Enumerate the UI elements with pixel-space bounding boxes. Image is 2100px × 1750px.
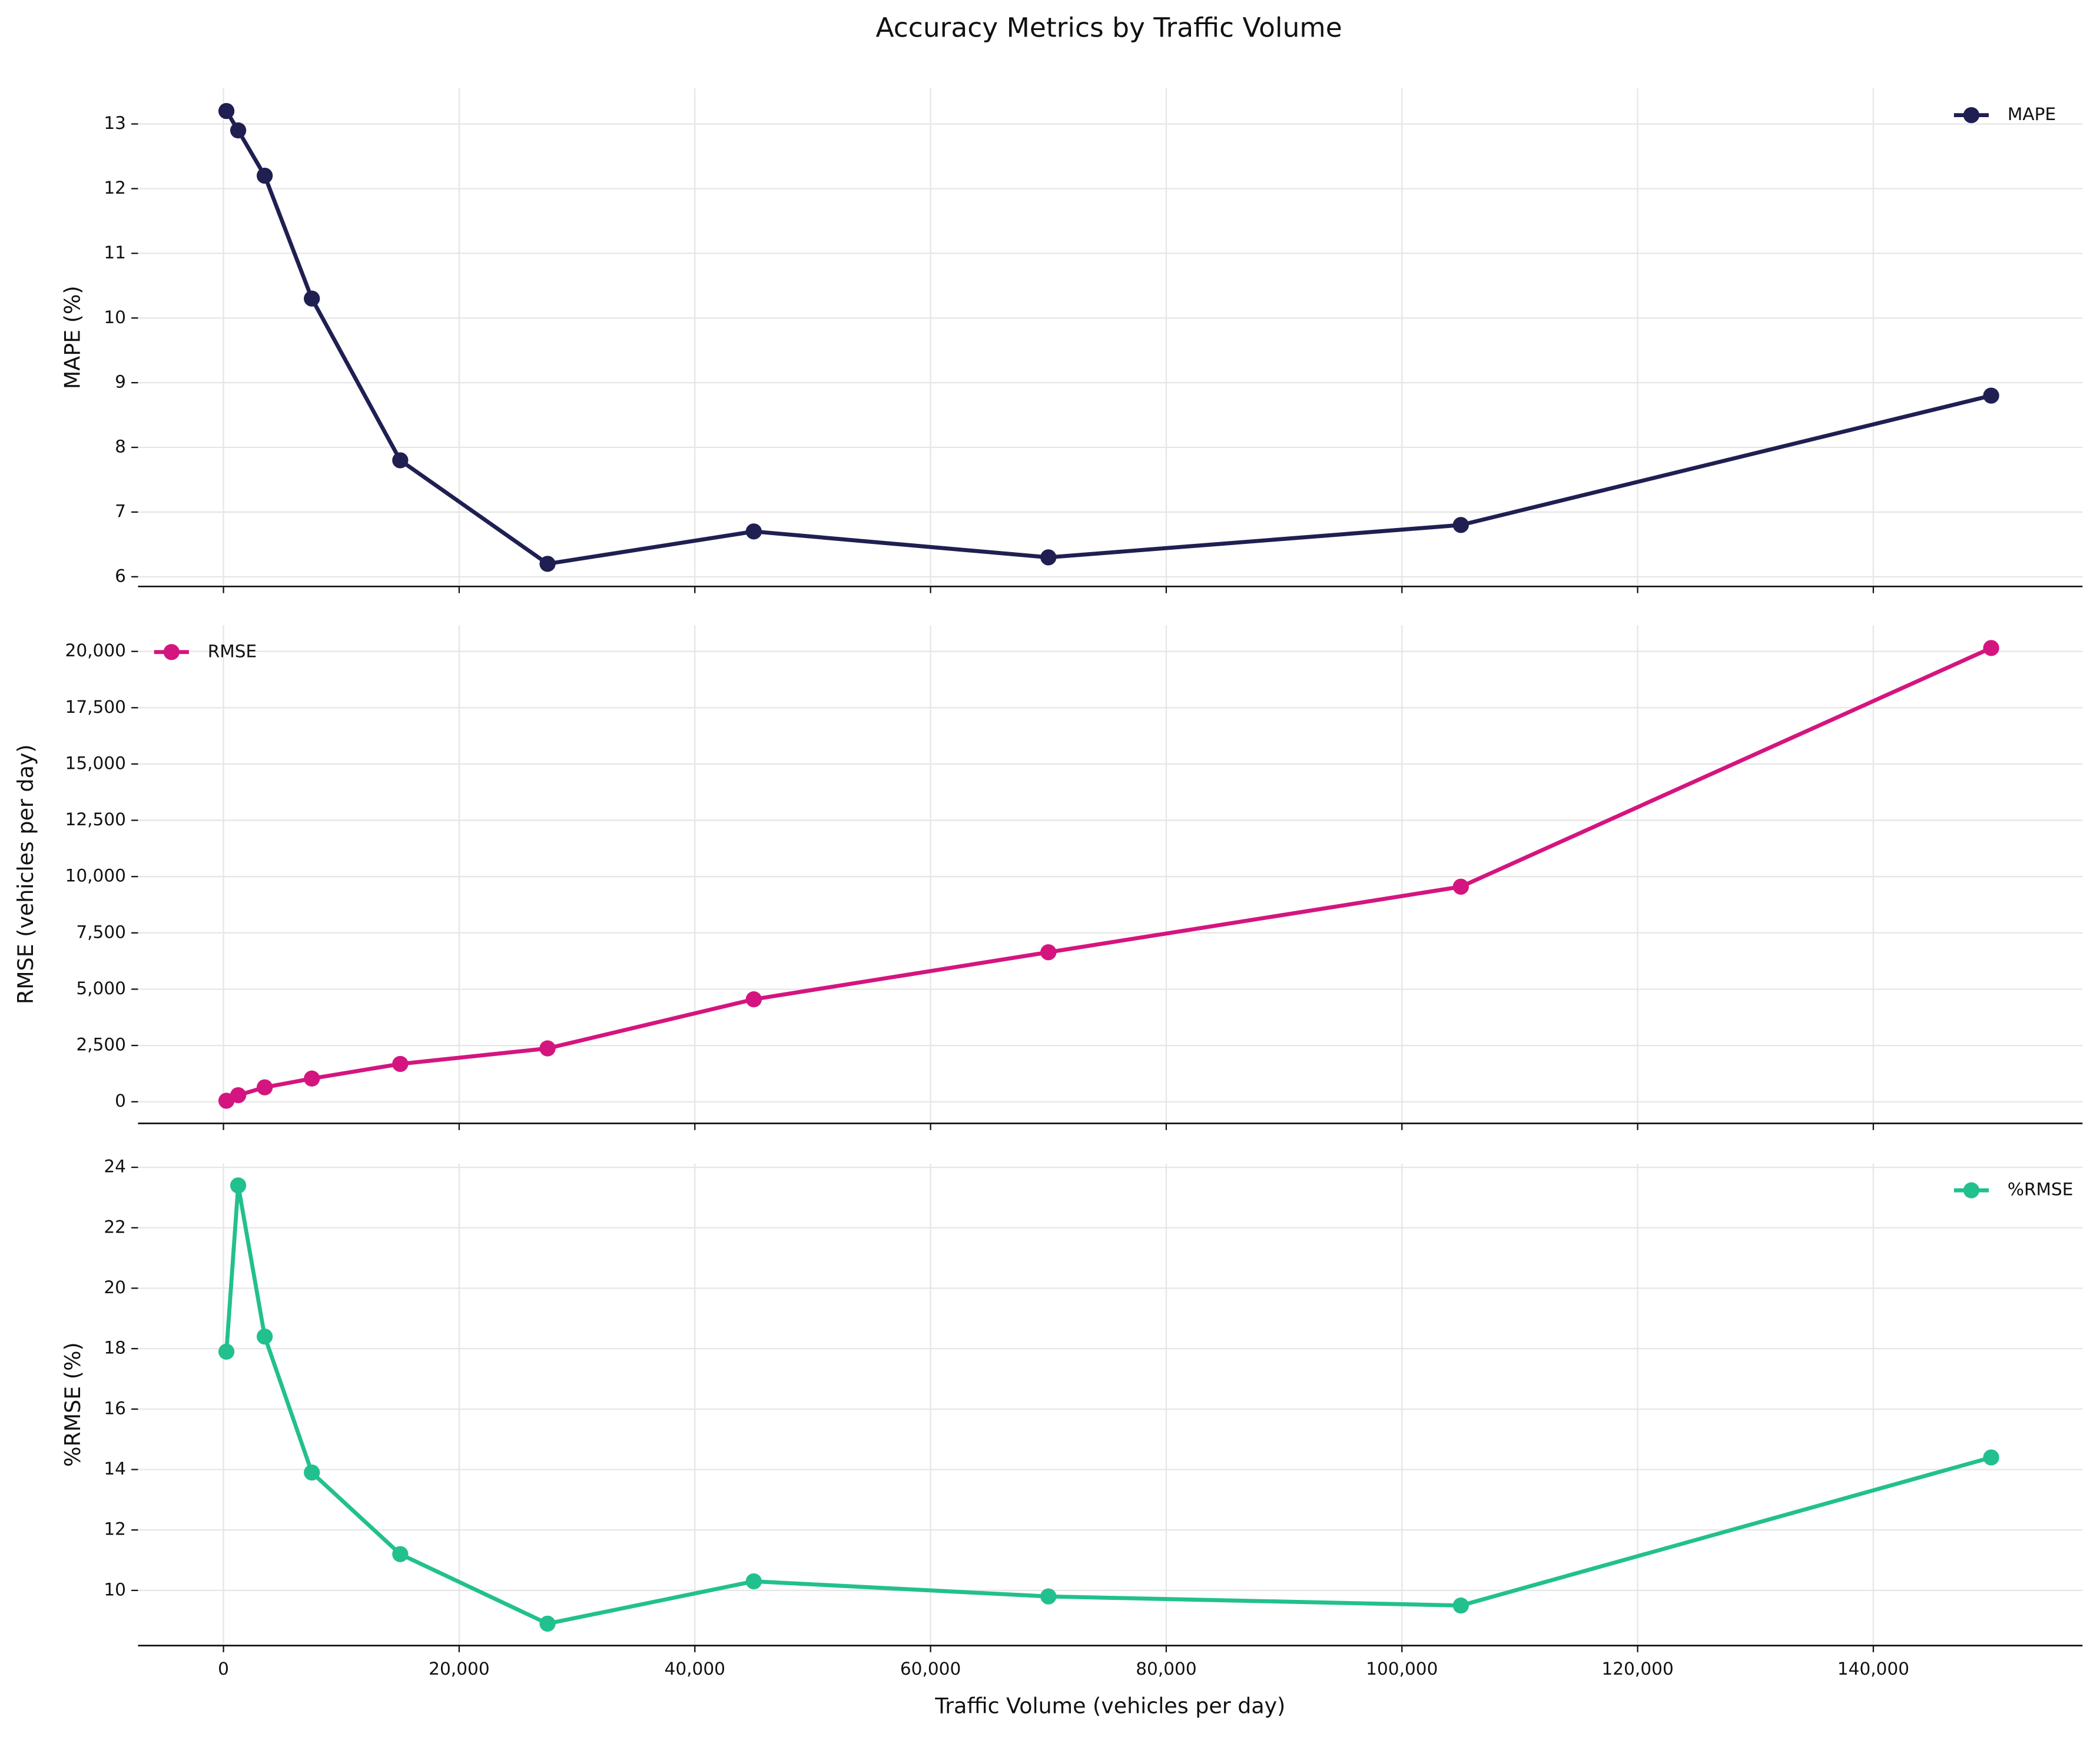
- y-tick-label: 12: [104, 178, 126, 198]
- y-tick-label: 10: [104, 1579, 126, 1599]
- line: [224, 109, 1992, 566]
- legend-label: RMSE: [208, 641, 257, 661]
- x-tick-label: 40,000: [665, 1659, 725, 1679]
- x-tick-label: 140,000: [1837, 1659, 1909, 1679]
- chart-title: Accuracy Metrics by Traffic Volume: [875, 12, 1342, 44]
- y-axis-label: RMSE (vehicles per day): [13, 745, 38, 1005]
- marker: [304, 290, 320, 307]
- y-tick-label: 12: [104, 1519, 126, 1539]
- x-tick-label: 100,000: [1366, 1659, 1438, 1679]
- x-tick-label: 120,000: [1602, 1659, 1674, 1679]
- y-tick-label: 18: [104, 1338, 126, 1358]
- marker: [1452, 517, 1469, 533]
- marker: [1983, 640, 1999, 656]
- y-tick-label: 13: [104, 113, 126, 133]
- marker: [1040, 549, 1057, 566]
- x-tick-label: 60,000: [900, 1659, 961, 1679]
- marker: [1983, 1449, 1999, 1466]
- y-tick-label: 7,500: [76, 922, 126, 942]
- line: [225, 646, 1992, 1103]
- y-tick-label: 24: [104, 1157, 126, 1177]
- marker: [304, 1070, 320, 1087]
- y-tick-label: 7: [115, 501, 126, 521]
- marker: [1452, 1597, 1469, 1614]
- marker: [392, 1546, 409, 1562]
- line: [224, 1185, 1992, 1626]
- marker: [256, 1328, 273, 1345]
- marker: [218, 102, 235, 119]
- y-tick-label: 11: [104, 243, 126, 263]
- marker: [230, 1177, 247, 1194]
- marker: [218, 1343, 235, 1360]
- x-tick-label: 20,000: [429, 1659, 489, 1679]
- y-axis-label: MAPE (%): [60, 285, 85, 389]
- y-tick-label: 0: [115, 1091, 126, 1111]
- marker: [1983, 387, 1999, 404]
- legend-marker: [163, 644, 180, 660]
- x-axis-label: Traffic Volume (vehicles per day): [934, 1693, 1285, 1719]
- y-tick-label: 20,000: [65, 640, 126, 660]
- y-axis-label: %RMSE (%): [60, 1342, 85, 1467]
- marker: [745, 1573, 762, 1590]
- y-tick-label: 8: [115, 437, 126, 457]
- y-tick-label: 6: [115, 566, 126, 586]
- marker: [392, 1055, 409, 1072]
- y-tick-label: 9: [115, 372, 126, 392]
- x-tick-label: 80,000: [1136, 1659, 1196, 1679]
- marker: [745, 991, 762, 1008]
- x-tick-label: 0: [218, 1659, 229, 1679]
- marker: [745, 523, 762, 540]
- legend-marker: [1963, 107, 1980, 124]
- marker: [392, 452, 409, 469]
- y-tick-label: 10,000: [65, 866, 126, 886]
- marker: [1040, 1588, 1057, 1605]
- marker: [539, 556, 556, 572]
- legend-marker: [1963, 1182, 1980, 1198]
- y-tick-label: 16: [104, 1398, 126, 1418]
- marker: [256, 167, 273, 184]
- y-tick-label: 10: [104, 307, 126, 327]
- marker: [230, 122, 247, 139]
- y-tick-label: 17,500: [65, 697, 126, 717]
- marker: [539, 1040, 556, 1057]
- marker: [539, 1615, 556, 1632]
- y-tick-label: 15,000: [65, 753, 126, 773]
- y-tick-label: 12,500: [65, 809, 126, 829]
- marker: [230, 1087, 247, 1104]
- y-tick-label: 5,000: [76, 978, 126, 998]
- legend-label: MAPE: [2008, 104, 2056, 124]
- marker: [304, 1465, 320, 1481]
- y-tick-label: 2,500: [76, 1035, 126, 1055]
- legend-label: %RMSE: [2008, 1180, 2074, 1200]
- marker: [1040, 944, 1057, 961]
- y-tick-label: 20: [104, 1277, 126, 1297]
- y-tick-label: 22: [104, 1217, 126, 1237]
- y-tick-label: 14: [104, 1459, 126, 1479]
- marker: [1452, 878, 1469, 895]
- marker: [256, 1079, 273, 1095]
